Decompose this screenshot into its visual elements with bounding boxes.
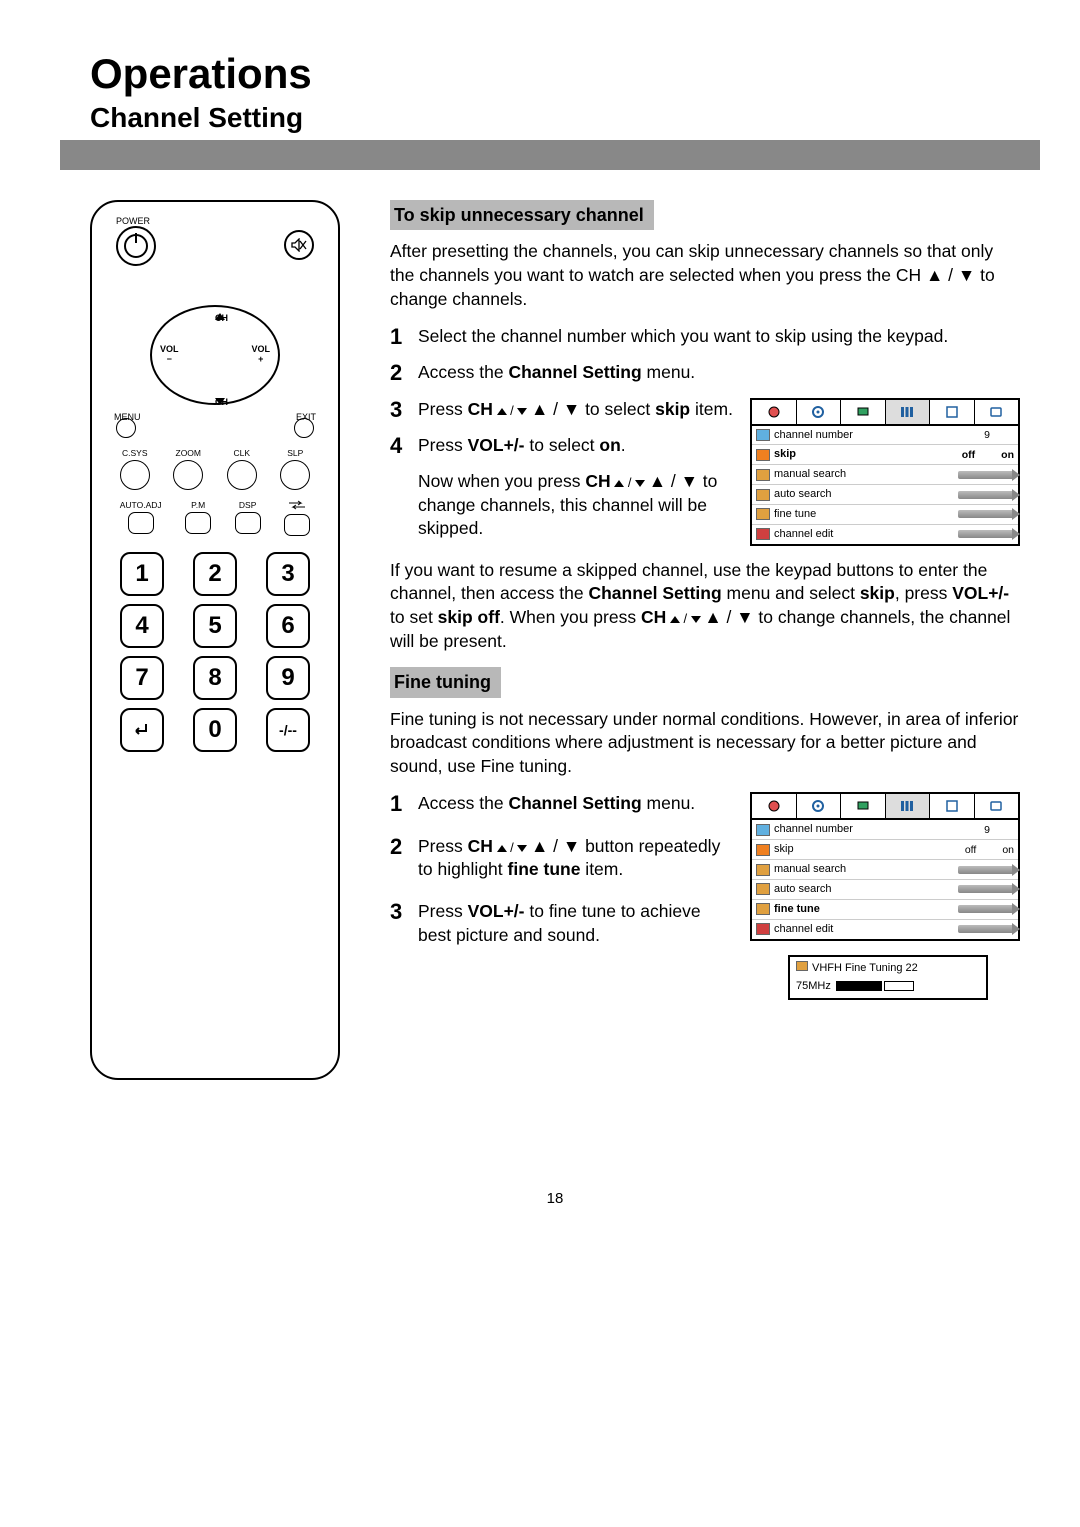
menu-button-icon	[116, 418, 136, 438]
mute-button-icon	[284, 230, 314, 260]
page-number: 18	[90, 1190, 1020, 1207]
skip-step4: Press VOL+/- to select on.	[418, 434, 736, 458]
skip-note: Now when you press CH / ▲ / ▼ to change …	[418, 470, 736, 541]
slp-button-icon	[280, 460, 310, 490]
key-5: 5	[193, 604, 237, 648]
vol-plus-label: VOL +	[251, 345, 270, 365]
zoom-button-icon	[173, 460, 203, 490]
page-title: Operations	[90, 50, 1020, 98]
step-num-3: 3	[390, 398, 408, 422]
key-0: 0	[193, 708, 237, 752]
key-8: 8	[193, 656, 237, 700]
fine-heading: Fine tuning	[390, 667, 501, 697]
key-7: 7	[120, 656, 164, 700]
key-6: 6	[266, 604, 310, 648]
fine-step2: Press CH / ▲ / ▼ button repeatedly to hi…	[418, 835, 736, 882]
skip-step3: Press CH / ▲ / ▼ to select skip item.	[418, 398, 736, 422]
key-dash: -/--	[266, 708, 310, 752]
key-return	[120, 708, 164, 752]
fine-step3: Press VOL+/- to fine tune to achieve bes…	[418, 900, 736, 947]
page-subtitle: Channel Setting	[90, 102, 1020, 134]
key-2: 2	[193, 552, 237, 596]
keypad: 1 2 3 4 5 6 7 8 9	[102, 552, 328, 752]
skip-resume: If you want to resume a skipped channel,…	[390, 559, 1020, 654]
clk-label: CLK	[227, 448, 257, 458]
key-3: 3	[266, 552, 310, 596]
csys-button-icon	[120, 460, 150, 490]
fine-intro: Fine tuning is not necessary under norma…	[390, 708, 1020, 779]
power-label: POWER	[102, 216, 328, 226]
power-button-icon	[116, 226, 156, 266]
dsp-label: DSP	[235, 500, 261, 510]
key-4: 4	[120, 604, 164, 648]
remote-diagram: POWER CH CH VOL − VOL + MENU EXIT	[90, 200, 340, 1080]
csys-label: C.SYS	[120, 448, 150, 458]
step-num-2: 2	[390, 361, 408, 385]
autoadj-button-icon	[128, 512, 154, 534]
key-9: 9	[266, 656, 310, 700]
dpad-icon: CH CH VOL − VOL +	[150, 305, 280, 405]
fine-step1: Access the Channel Setting menu.	[418, 792, 736, 816]
pm-button-icon	[185, 512, 211, 534]
title-bar	[60, 140, 1040, 170]
swap-label	[284, 500, 310, 512]
ch-up-label: CH	[215, 313, 228, 323]
osd-fine: channel number9 skipoffon manual search …	[750, 792, 1020, 940]
skip-step2: Access the Channel Setting menu.	[418, 361, 1020, 385]
swap-button-icon	[284, 514, 310, 536]
zoom-label: ZOOM	[173, 448, 203, 458]
pm-label: P.M	[185, 500, 211, 510]
exit-button-icon	[294, 418, 314, 438]
dsp-button-icon	[235, 512, 261, 534]
key-1: 1	[120, 552, 164, 596]
slp-label: SLP	[280, 448, 310, 458]
skip-heading: To skip unnecessary channel	[390, 200, 654, 230]
skip-step1: Select the channel number which you want…	[418, 325, 1020, 349]
fine-tuning-box: VHFH Fine Tuning 22 75MHz	[788, 955, 988, 1001]
clk-button-icon	[227, 460, 257, 490]
fine-step-num-3: 3	[390, 900, 408, 924]
osd-skip: channel number9 skipoffon manual search …	[750, 398, 1020, 546]
autoadj-label: AUTO.ADJ	[120, 500, 162, 510]
fine-step-num-2: 2	[390, 835, 408, 859]
vol-minus-label: VOL −	[160, 345, 179, 365]
fine-step-num-1: 1	[390, 792, 408, 816]
skip-intro: After presetting the channels, you can s…	[390, 240, 1020, 311]
step-num-4: 4	[390, 434, 408, 458]
step-num-1: 1	[390, 325, 408, 349]
